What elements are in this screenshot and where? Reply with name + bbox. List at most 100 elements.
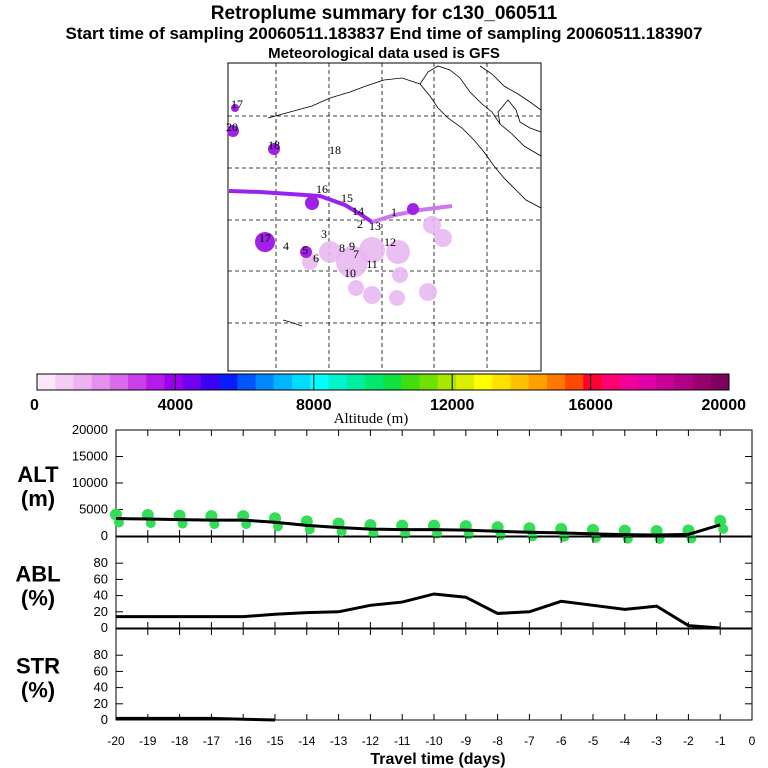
y-axis-label: (m) [21, 486, 55, 511]
x-tick-label: -10 [425, 734, 443, 748]
colorbar-swatch [455, 374, 475, 390]
altitude-colorbar: 0 4000 8000 12000 16000 20000 Altitude (m) [30, 373, 747, 427]
map-age-label: 17 [259, 231, 271, 245]
x-tick-label: -2 [683, 734, 694, 748]
colorbar-swatch [37, 374, 56, 390]
map-age-label: 10 [344, 266, 356, 280]
x-tick-label: -14 [298, 734, 316, 748]
colorbar-swatch [237, 374, 257, 390]
x-tick-label: -13 [330, 734, 348, 748]
colorbar-swatch [273, 374, 293, 390]
plume-blob [419, 283, 437, 301]
plume-marker [300, 246, 312, 258]
x-tick-label: -8 [492, 734, 503, 748]
colorbar-swatch [310, 374, 329, 390]
x-tick-label: -3 [651, 734, 662, 748]
colorbar-label: Altitude (m) [334, 411, 409, 427]
colorbar-swatch [364, 374, 384, 390]
colorbar-swatch [656, 374, 675, 390]
plume-blob [363, 286, 381, 304]
x-tick-label: -7 [524, 734, 535, 748]
y-axis-label: STR [16, 654, 60, 679]
plume-marker [305, 196, 319, 210]
colorbar-swatch [91, 374, 111, 390]
series-line [116, 716, 276, 722]
x-tick-label: 0 [749, 734, 756, 748]
y-tick-label: 60 [94, 571, 108, 586]
x-tick-label: -6 [556, 734, 567, 748]
map-age-label: 1 [391, 205, 397, 219]
colorbar-swatch [437, 374, 457, 390]
y-tick-label: 10000 [72, 475, 108, 490]
plume-marker [268, 143, 280, 155]
y-tick-label: 0 [101, 620, 108, 635]
colorbar-swatch [328, 374, 348, 390]
colorbar-swatch [73, 374, 93, 390]
y-tick-label: 5000 [79, 502, 108, 517]
colorbar-swatch [401, 374, 420, 390]
map-age-label: 18 [329, 143, 341, 157]
colorbar-tick-label: 0 [30, 397, 39, 414]
colorbar-swatch [291, 374, 311, 390]
x-tick-label: -12 [362, 734, 380, 748]
plume-blob [319, 241, 341, 263]
y-tick-label: 15000 [72, 449, 108, 464]
time-series-panels: 20000150001000050000ALT(m)806040200ABL(%… [15, 422, 755, 768]
colorbar-tick-label: 4000 [158, 397, 194, 414]
map-age-label: 8 [339, 241, 345, 255]
colorbar-swatch [109, 374, 129, 390]
map-age-label: 16 [316, 182, 328, 196]
map-age-label: 6 [313, 251, 319, 265]
y-tick-label: 0 [101, 712, 108, 727]
plume-blob [389, 290, 405, 306]
colorbar-swatch [383, 374, 402, 390]
panel-frame [115, 628, 753, 721]
plume-blob [423, 216, 441, 234]
colorbar-swatch [710, 374, 730, 390]
y-tick-label: 80 [94, 555, 108, 570]
colorbar-swatch [692, 374, 712, 390]
map-age-label: 20 [226, 120, 238, 134]
colorbar-swatch [565, 374, 584, 390]
colorbar-swatch [601, 374, 621, 390]
x-tick-label: -9 [460, 734, 471, 748]
x-tick-label: -16 [235, 734, 253, 748]
map-age-label: 18 [268, 138, 280, 152]
colorbar-swatch [583, 374, 603, 390]
map-age-label: 15 [341, 191, 353, 205]
x-tick-label: -15 [266, 734, 284, 748]
colorbar-swatch [546, 374, 566, 390]
colorbar-tick-label: 8000 [296, 397, 332, 414]
plume-marker [255, 232, 275, 252]
y-tick-label: 80 [94, 647, 108, 662]
x-tick-label: -5 [588, 734, 599, 748]
colorbar-swatch [474, 374, 493, 390]
colorbar-swatch [55, 374, 74, 390]
map-age-label: 12 [384, 235, 396, 249]
plume-blob [434, 229, 452, 247]
y-axis-label: (%) [21, 586, 55, 611]
y-axis-label: ABL [15, 562, 60, 587]
colorbar-swatch [674, 374, 694, 390]
colorbar-tick-label: 12000 [430, 397, 475, 414]
y-tick-label: 40 [94, 588, 108, 603]
data-point [718, 523, 729, 534]
map-age-label: 3 [321, 227, 327, 241]
map-age-label: 4 [283, 239, 289, 253]
y-tick-label: 20 [94, 696, 108, 711]
map-age-label: 5 [302, 243, 308, 257]
y-axis-label: (%) [21, 678, 55, 703]
colorbar-swatch [200, 374, 220, 390]
colorbar-swatch [182, 374, 202, 390]
colorbar-tick-label: 20000 [702, 397, 747, 414]
trajectory-line [371, 204, 453, 224]
panel-alt: 20000 15000 10000 5000 0 ALT(m) [17, 422, 753, 544]
colorbar-tick-label: 16000 [568, 397, 613, 414]
x-tick-label: -4 [619, 734, 630, 748]
map-age-label: 11 [366, 257, 378, 271]
map-age-label: 17 [231, 97, 243, 111]
x-tick-label: -18 [171, 734, 189, 748]
